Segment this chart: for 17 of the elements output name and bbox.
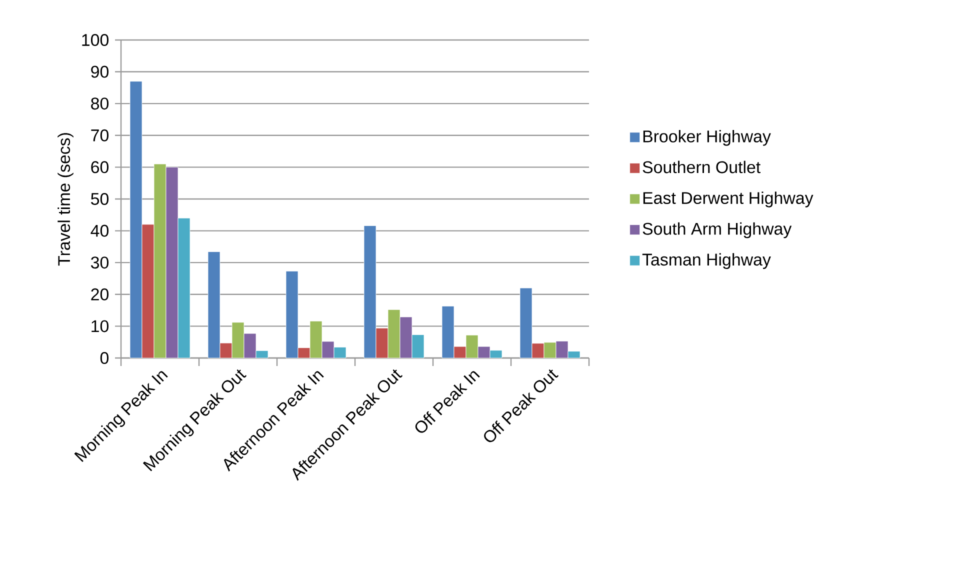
legend-label: Tasman Highway <box>642 253 771 269</box>
y-tick-label: 70 <box>91 129 109 142</box>
legend-label: Southern Outlet <box>642 160 760 174</box>
legend-label: Brooker Highway <box>643 130 771 146</box>
y-tick-label: 0 <box>100 352 109 364</box>
y-tick-label: 20 <box>91 288 109 300</box>
y-tick-label: 10 <box>92 320 109 332</box>
y-tick-label: 90 <box>91 66 109 78</box>
legend-label: South Arm Highway <box>642 222 792 238</box>
y-tick-label: 100 <box>82 34 109 46</box>
y-tick-label: 50 <box>91 192 109 205</box>
y-tick-label: 30 <box>90 256 109 269</box>
y-tick-label: 60 <box>91 161 109 174</box>
y-tick-label: 40 <box>90 224 109 237</box>
legend-label: East Derwent Highway <box>643 192 814 208</box>
y-axis-title: Travel time (secs) <box>58 133 74 266</box>
y-tick-label: 80 <box>91 98 109 110</box>
